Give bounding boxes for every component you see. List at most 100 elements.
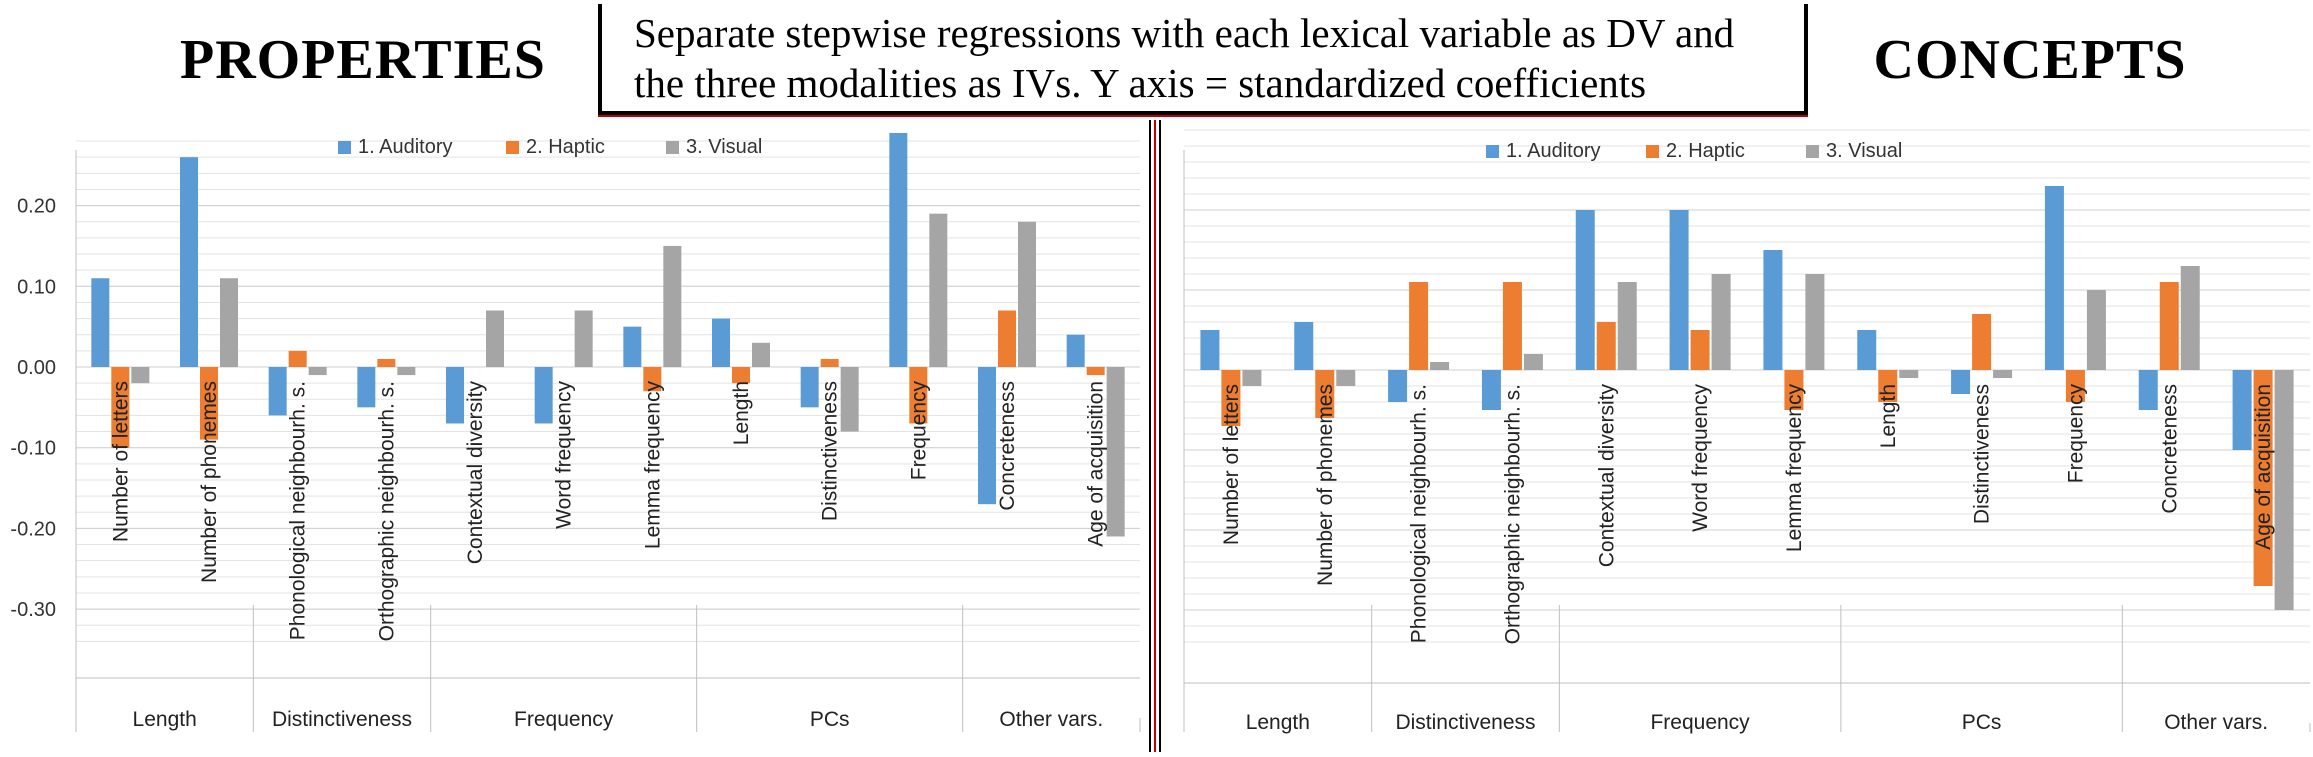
category-label-length: Length: [730, 381, 753, 445]
bar-2-haptic-number-of-letters: [1221, 370, 1241, 426]
header-rule: [598, 111, 1808, 117]
legend-swatch-1-auditory: [1486, 145, 1499, 158]
group-label-length: Length: [133, 708, 197, 731]
bar-1-auditory-length: [712, 318, 730, 367]
category-label-orthographic-neighbourh-s: Orthographic neighbourh. s.: [375, 381, 398, 641]
legend-swatch-1-auditory: [338, 141, 351, 154]
bar-2-haptic-lemma-frequency: [1784, 370, 1804, 410]
bar-2-haptic-contextual-diversity: [1596, 322, 1616, 370]
category-label-lemma-frequency: Lemma frequency: [1783, 384, 1806, 553]
legend-label-2-haptic: 2. Haptic: [1666, 140, 1745, 162]
category-label-number-of-phonemes: Number of phonemes: [198, 381, 221, 583]
properties-chart: 0.20 0.10 0.00 -0.10 -0.20 -0.30 Number of let…: [10, 132, 1141, 732]
bar-1-auditory-contextual-diversity: [446, 367, 464, 424]
category-label-phonological-neighbourh-s: Phonological neighbourh. s.: [1408, 384, 1431, 643]
bar-3-visual-contextual-diversity: [486, 310, 504, 367]
category-label-frequency: Frequency: [907, 381, 930, 481]
bar-2-haptic-number-of-phonemes: [1315, 370, 1335, 418]
category-label-number-of-letters: Number of letters: [1220, 384, 1243, 545]
bar-2-haptic-age-of-acquisition: [2253, 370, 2273, 586]
description-line-1: Separate stepwise regressions with each …: [634, 10, 1735, 56]
category-label-orthographic-neighbourh-s: Orthographic neighbourh. s.: [1501, 384, 1524, 644]
category-label-lemma-frequency: Lemma frequency: [641, 381, 664, 550]
bar-2-haptic-length: [1878, 370, 1898, 402]
group-label-distinctiveness: Distinctiveness: [1395, 711, 1535, 734]
bar-1-auditory-number-of-phonemes: [180, 157, 198, 367]
y-tick-label: 0.10: [17, 276, 56, 298]
legend-swatch-3-visual: [1806, 145, 1819, 158]
bar-2-haptic-phonological-neighbourh-s: [1409, 282, 1429, 370]
bar-1-auditory-contextual-diversity: [1575, 210, 1595, 370]
bar-3-visual-word-frequency: [1711, 274, 1731, 370]
legend-swatch-2-haptic: [1646, 145, 1659, 158]
bar-2-haptic-number-of-letters: [111, 367, 130, 448]
bar-1-auditory-number-of-letters: [91, 278, 110, 367]
bar-1-auditory-age-of-acquisition: [1066, 334, 1085, 367]
group-label-pcs: PCs: [810, 708, 850, 731]
bar-3-visual-number-of-letters: [1242, 370, 1262, 386]
bar-1-auditory-frequency: [2044, 186, 2064, 370]
category-label-concreteness: Concreteness: [2158, 384, 2181, 514]
panel-divider: [1159, 120, 1161, 752]
y-tick-label: 0.00: [17, 357, 56, 379]
bar-1-auditory-orthographic-neighbourh-s: [1481, 370, 1501, 410]
bar-2-haptic-frequency: [2065, 370, 2085, 402]
bar-3-visual-lemma-frequency: [663, 245, 682, 367]
properties-title: PROPERTIES: [180, 29, 546, 91]
category-label-distinctiveness: Distinctiveness: [1971, 384, 1994, 524]
group-label-length: Length: [1246, 711, 1310, 734]
bar-3-visual-word-frequency: [574, 310, 593, 367]
chart-description: Separate stepwise regressions with each …: [598, 4, 1808, 112]
bar-3-visual-distinctiveness: [1993, 370, 2013, 378]
category-label-contextual-diversity: Contextual diversity: [464, 381, 487, 565]
category-label-length: Length: [1877, 384, 1900, 448]
legend-swatch-2-haptic: [506, 141, 519, 154]
legend-label-1-auditory: 1. Auditory: [1506, 140, 1601, 162]
category-label-distinctiveness: Distinctiveness: [819, 381, 842, 521]
group-label-other-vars: Other vars.: [999, 708, 1103, 731]
legend-label-3-visual: 3. Visual: [1826, 140, 1902, 162]
bar-1-auditory-concreteness: [2138, 370, 2158, 410]
group-label-frequency: Frequency: [514, 708, 614, 731]
bar-2-haptic-age-of-acquisition: [1086, 367, 1105, 376]
category-label-word-frequency: Word frequency: [553, 381, 576, 529]
bar-1-auditory-length: [1857, 330, 1877, 370]
bar-3-visual-age-of-acquisition: [1106, 367, 1125, 537]
category-label-frequency: Frequency: [2064, 384, 2087, 484]
bar-3-visual-orthographic-neighbourh-s: [1523, 354, 1543, 370]
bar-1-auditory-distinctiveness: [1951, 370, 1971, 394]
bar-1-auditory-lemma-frequency: [1763, 250, 1783, 370]
bar-1-auditory-orthographic-neighbourh-s: [357, 367, 376, 408]
concepts-chart-panel: Number of letters Number of phonemes Phono…: [1164, 120, 2313, 752]
bar-2-haptic-length: [732, 367, 750, 384]
bar-1-auditory-frequency: [889, 132, 908, 367]
panel-divider-red: [1154, 120, 1156, 752]
group-label-frequency: Frequency: [1650, 711, 1750, 734]
bar-2-haptic-orthographic-neighbourh-s: [377, 358, 396, 367]
category-label-number-of-letters: Number of letters: [109, 381, 132, 542]
bar-1-auditory-concreteness: [978, 367, 996, 505]
concepts-title: CONCEPTS: [1873, 29, 2187, 91]
bar-3-visual-phonological-neighbourh-s: [1430, 362, 1450, 370]
legend-label-2-haptic: 2. Haptic: [526, 136, 605, 158]
bar-3-visual-contextual-diversity: [1617, 282, 1637, 370]
bar-2-haptic-orthographic-neighbourh-s: [1502, 282, 1522, 370]
bar-3-visual-frequency: [929, 213, 948, 367]
category-label-number-of-phonemes: Number of phonemes: [1314, 384, 1337, 586]
bar-1-auditory-number-of-phonemes: [1294, 322, 1314, 370]
bar-1-auditory-phonological-neighbourh-s: [268, 367, 287, 416]
concepts-chart: Number of letters Number of phonemes Phono…: [1183, 129, 2311, 734]
category-label-age-of-acquisition: Age of acquisition: [2252, 384, 2275, 550]
y-tick-label: -0.30: [10, 599, 56, 621]
bar-3-visual-length: [1899, 370, 1919, 378]
bar-2-haptic-lemma-frequency: [643, 367, 662, 392]
category-label-concreteness: Concreteness: [996, 381, 1019, 511]
bar-2-haptic-distinctiveness: [1972, 314, 1992, 370]
category-label-age-of-acquisition: Age of acquisition: [1085, 381, 1108, 547]
bar-2-haptic-number-of-phonemes: [200, 367, 218, 440]
legend-swatch-3-visual: [666, 141, 679, 154]
bar-3-visual-length: [752, 342, 770, 367]
bar-3-visual-orthographic-neighbourh-s: [397, 367, 416, 376]
category-label-contextual-diversity: Contextual diversity: [1595, 384, 1618, 568]
bar-3-visual-age-of-acquisition: [2274, 370, 2294, 610]
